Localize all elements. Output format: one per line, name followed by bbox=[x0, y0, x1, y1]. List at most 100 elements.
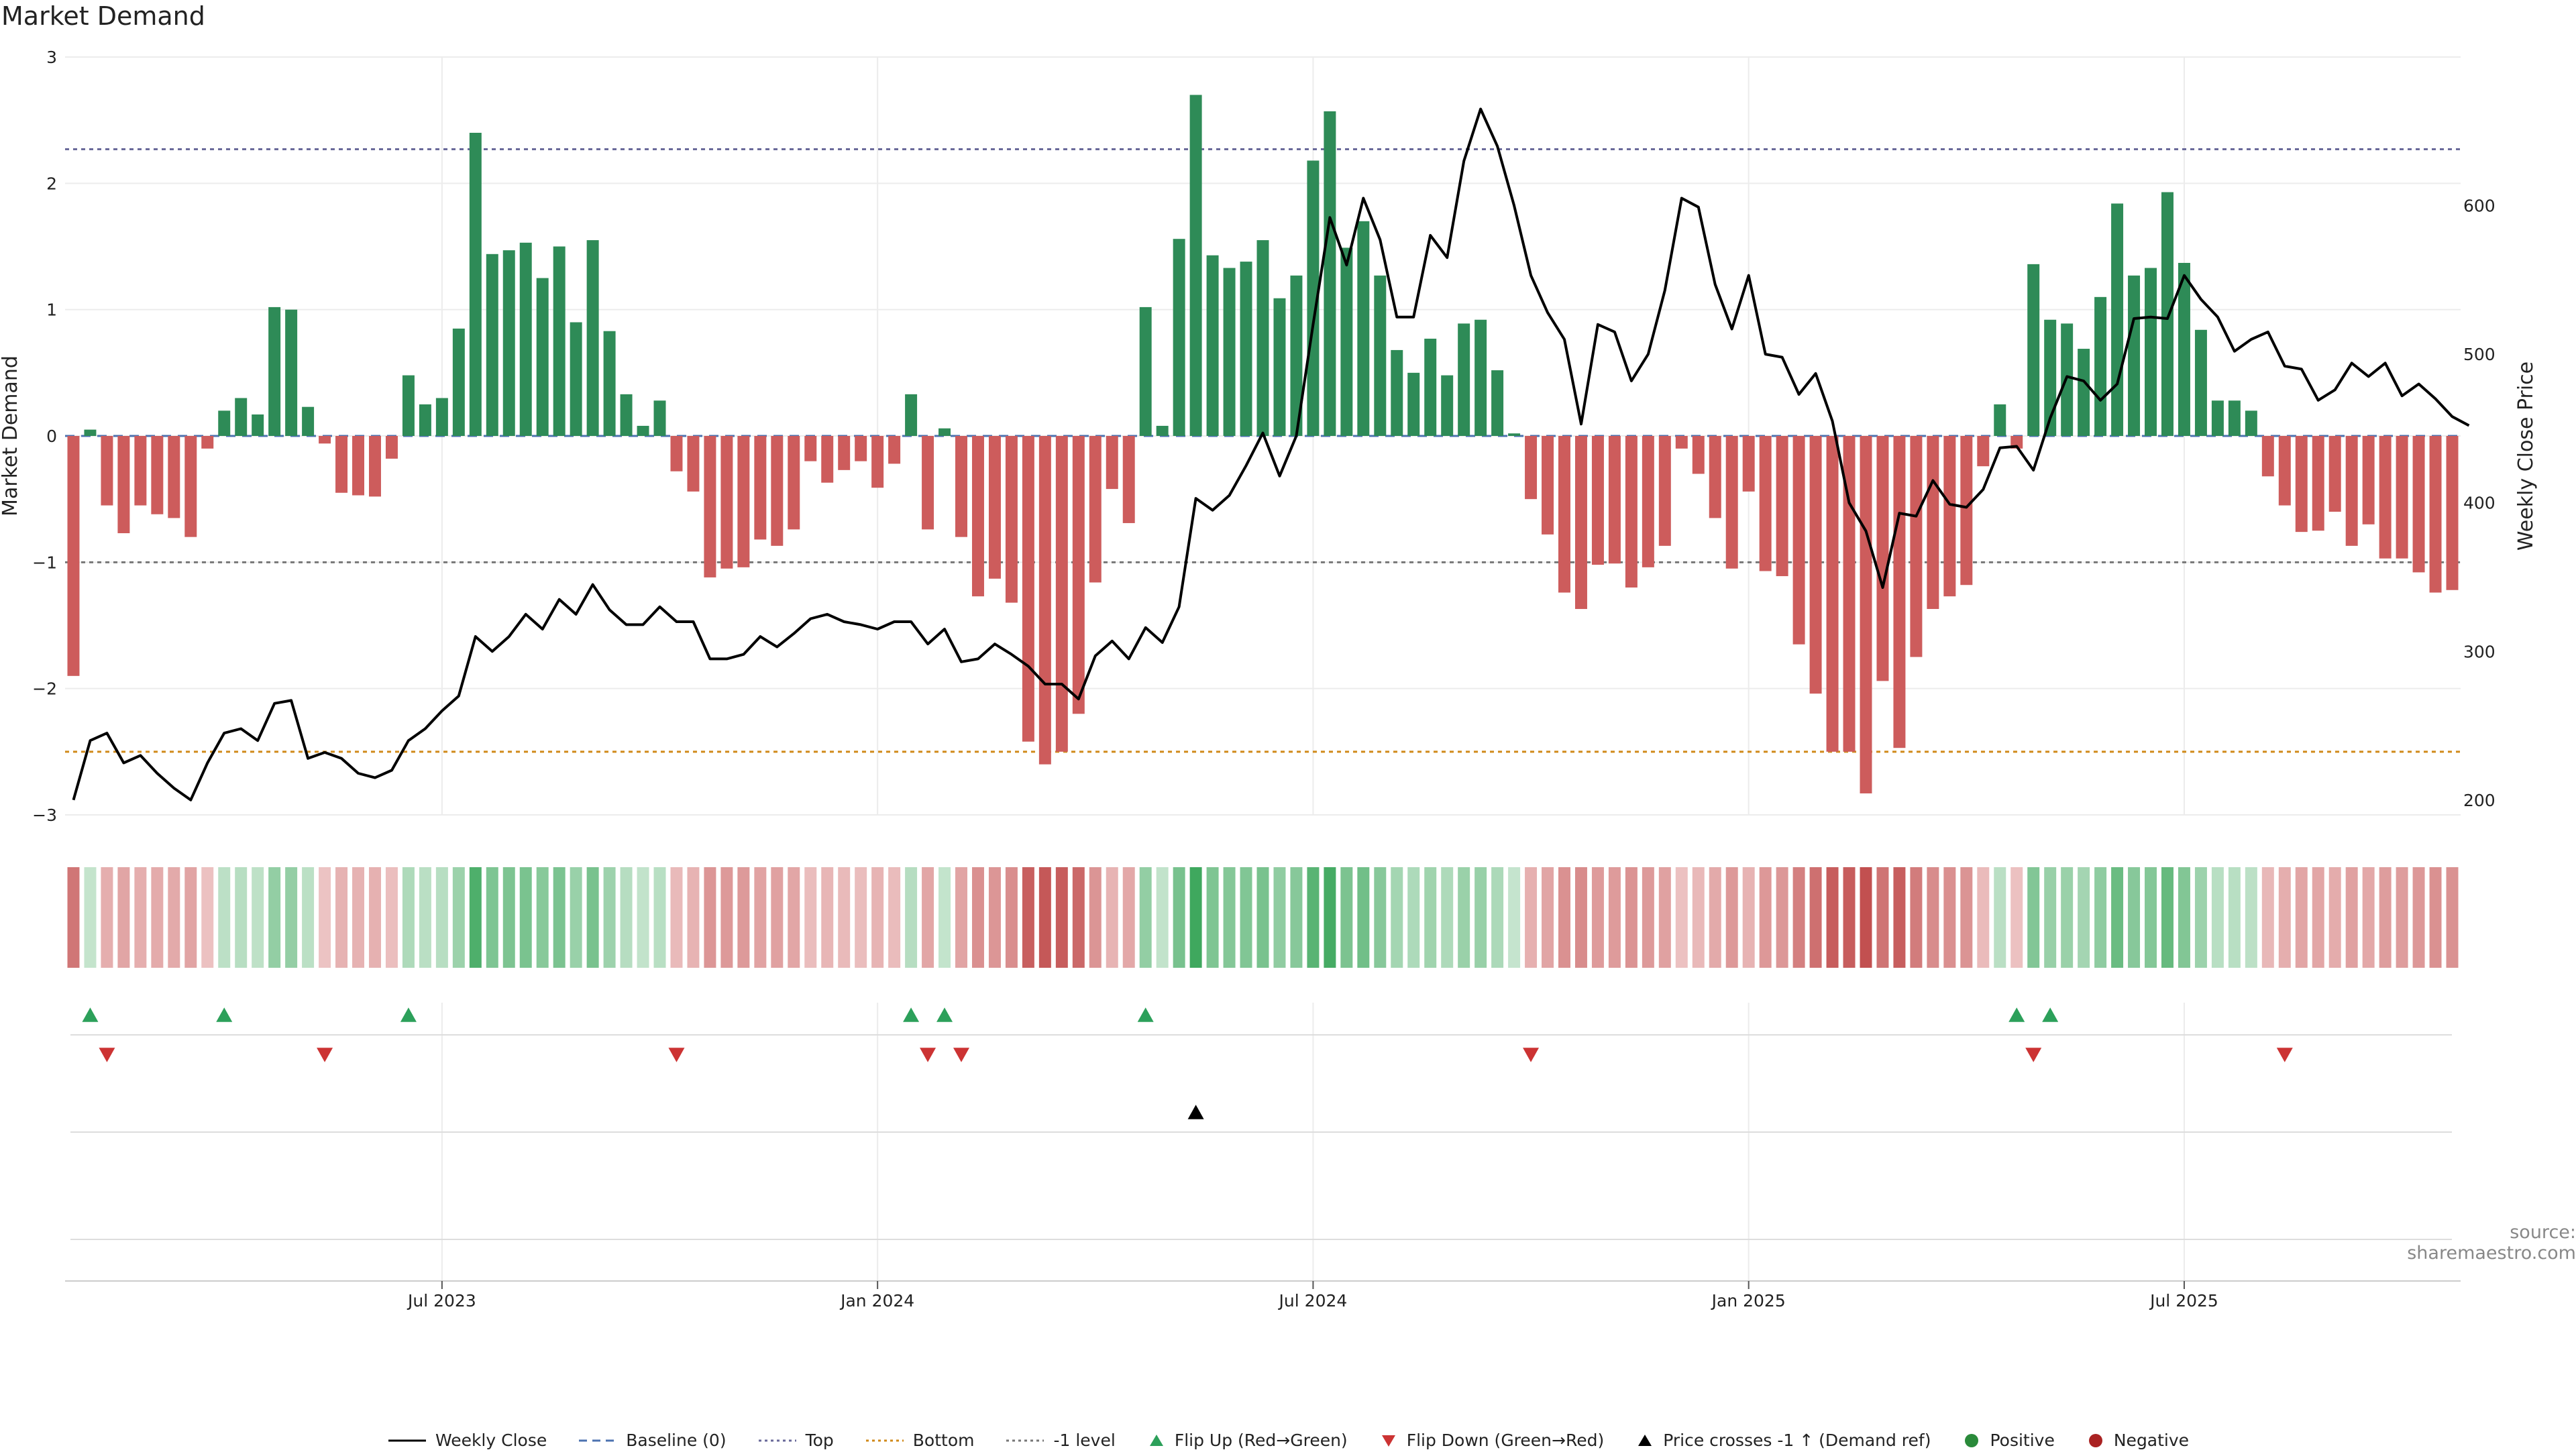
heat-cell bbox=[905, 867, 918, 968]
demand-bar bbox=[1658, 436, 1671, 546]
demand-bar bbox=[352, 436, 365, 496]
heat-cell bbox=[1038, 867, 1051, 968]
demand-bar bbox=[1893, 436, 1906, 748]
legend-swatch bbox=[2088, 1433, 2102, 1447]
y2-tick-label: 600 bbox=[2463, 197, 2496, 216]
heat-cell bbox=[469, 867, 482, 968]
heat-cell bbox=[1608, 867, 1621, 968]
heat-cell bbox=[184, 867, 197, 968]
heat-cell bbox=[1625, 867, 1638, 968]
flip-down-marker bbox=[953, 1048, 970, 1062]
demand-bar bbox=[1357, 221, 1370, 436]
heat-cell bbox=[1391, 867, 1403, 968]
heat-cell bbox=[1977, 867, 1990, 968]
demand-bar bbox=[2228, 400, 2241, 436]
demand-bar bbox=[2345, 436, 2358, 546]
heat-cell bbox=[1742, 867, 1755, 968]
heat-cell bbox=[1424, 867, 1437, 968]
legend-label: -1 level bbox=[1053, 1431, 1116, 1450]
demand-bar bbox=[737, 436, 750, 567]
heat-cell bbox=[1072, 867, 1085, 968]
flip-up-marker bbox=[82, 1007, 99, 1022]
heat-cell bbox=[335, 867, 348, 968]
demand-bar bbox=[1692, 436, 1705, 474]
demand-bar bbox=[1608, 436, 1621, 564]
heat-cell bbox=[1256, 867, 1269, 968]
legend-label: Price crosses -1 ↑ (Demand ref) bbox=[1663, 1431, 1931, 1450]
demand-bar bbox=[1994, 404, 2006, 436]
heat-cell bbox=[2362, 867, 2375, 968]
x-tick-label: Jul 2023 bbox=[407, 1291, 476, 1310]
heat-cell bbox=[788, 867, 800, 968]
heat-cell bbox=[402, 867, 415, 968]
heat-cell bbox=[168, 867, 180, 968]
heat-cell bbox=[1776, 867, 1788, 968]
demand-bar bbox=[1374, 275, 1387, 436]
heat-cell bbox=[938, 867, 951, 968]
demand-bar bbox=[570, 322, 582, 436]
demand-bar bbox=[1792, 436, 1805, 645]
legend-label: Positive bbox=[1990, 1431, 2055, 1450]
y2-tick-label: 200 bbox=[2463, 791, 2496, 810]
demand-bar bbox=[653, 400, 666, 436]
demand-bar bbox=[2078, 349, 2090, 436]
flip-up-marker bbox=[400, 1007, 417, 1022]
flip-up-marker bbox=[2008, 1007, 2025, 1022]
heat-cell bbox=[1893, 867, 1906, 968]
heat-cell bbox=[586, 867, 599, 968]
heat-cell bbox=[2328, 867, 2341, 968]
demand-bar bbox=[201, 436, 214, 449]
heat-cell bbox=[285, 867, 298, 968]
demand-bar bbox=[1943, 436, 1956, 597]
demand-bar bbox=[1156, 425, 1169, 436]
legend-swatch bbox=[1006, 1439, 1044, 1441]
heat-cell bbox=[871, 867, 884, 968]
heat-cell bbox=[855, 867, 867, 968]
demand-bar bbox=[2362, 436, 2375, 524]
legend-label: Top bbox=[805, 1431, 834, 1450]
demand-bar bbox=[2145, 268, 2157, 436]
y-axis-title: Market Demand bbox=[0, 355, 22, 516]
demand-bar bbox=[1960, 436, 1973, 585]
demand-bar bbox=[1407, 372, 1420, 436]
demand-bar bbox=[502, 250, 515, 436]
demand-bar bbox=[252, 414, 264, 436]
demand-bar bbox=[855, 436, 867, 461]
heat-cell bbox=[1943, 867, 1956, 968]
heat-cell bbox=[2345, 867, 2358, 968]
demand-bar bbox=[988, 436, 1001, 579]
demand-bar bbox=[1491, 370, 1504, 436]
heat-cell bbox=[1173, 867, 1185, 968]
demand-bar bbox=[771, 436, 784, 546]
heat-cell bbox=[737, 867, 750, 968]
legend-swatch bbox=[1381, 1435, 1395, 1447]
heat-cell bbox=[1675, 867, 1688, 968]
demand-bar bbox=[2027, 264, 2040, 436]
heat-cell bbox=[67, 867, 80, 968]
heat-cell bbox=[101, 867, 113, 968]
demand-bar bbox=[1725, 436, 1738, 569]
demand-bar bbox=[1055, 436, 1068, 752]
demand-bar bbox=[586, 240, 599, 436]
legend-item: Bottom bbox=[865, 1431, 974, 1450]
y2-tick-label: 300 bbox=[2463, 642, 2496, 661]
demand-bar bbox=[2312, 436, 2324, 531]
demand-bar bbox=[804, 436, 817, 461]
flip-down-marker bbox=[317, 1048, 333, 1062]
heat-cell bbox=[1189, 867, 1202, 968]
demand-bar bbox=[838, 436, 851, 470]
legend-item: Flip Down (Green→Red) bbox=[1379, 1431, 1604, 1450]
demand-bar bbox=[2194, 329, 2207, 436]
heat-cell bbox=[2161, 867, 2174, 968]
demand-bar bbox=[620, 394, 633, 436]
demand-bar bbox=[368, 436, 381, 497]
source-note: source: sharemaestro.com bbox=[2407, 1222, 2576, 1264]
heat-cell bbox=[1374, 867, 1387, 968]
y-tick-label: 2 bbox=[46, 174, 57, 193]
demand-bar bbox=[922, 436, 934, 530]
demand-bar bbox=[486, 254, 498, 436]
demand-bar bbox=[955, 436, 967, 537]
heat-cell bbox=[2312, 867, 2324, 968]
heat-cell bbox=[653, 867, 666, 968]
demand-bar bbox=[1742, 436, 1755, 492]
